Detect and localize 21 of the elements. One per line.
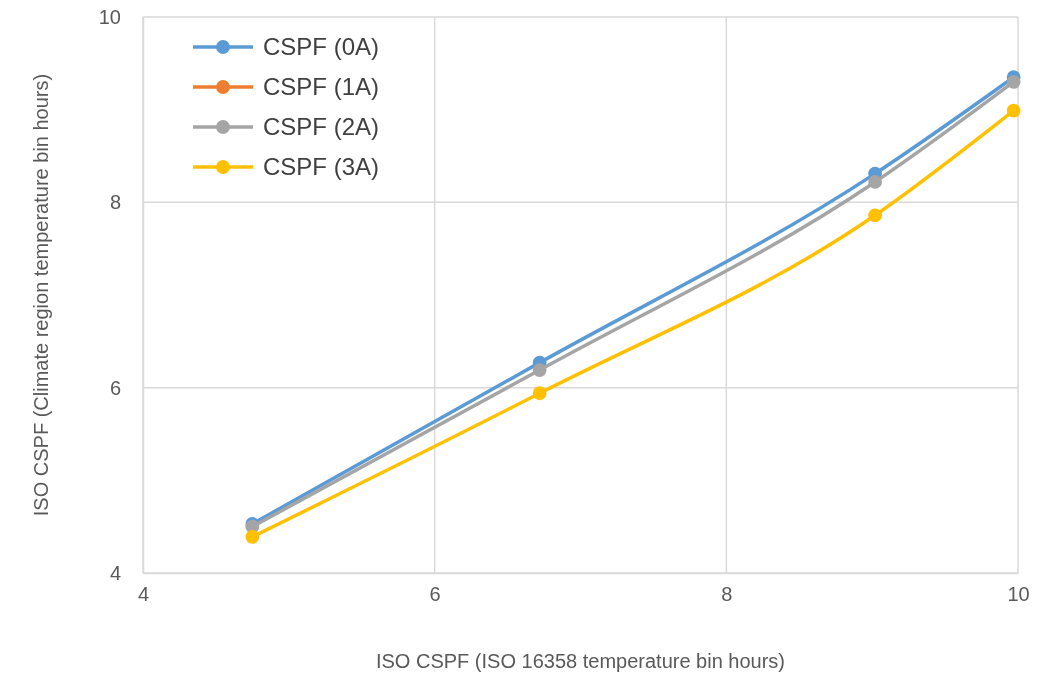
legend-label: CSPF (3A) — [263, 153, 380, 180]
point — [245, 529, 260, 544]
x-tick-label: 6 — [429, 583, 441, 606]
y-tick-label: 6 — [109, 376, 121, 399]
y-tick-label: 4 — [109, 561, 121, 584]
y-tick-label: 10 — [98, 5, 121, 28]
x-tick-label: 4 — [137, 583, 150, 606]
point — [532, 386, 547, 401]
x-tick-label: 10 — [1007, 583, 1030, 606]
x-tick-label: 8 — [721, 583, 733, 606]
legend-label: CSPF (1A) — [263, 73, 380, 100]
y-axis-title: ISO CSPF (Climate region temperature bin hours) — [30, 73, 52, 517]
x-axis-title: ISO CSPF (ISO 16358 temperature bin hours) — [375, 650, 786, 672]
y-tick-label: 8 — [109, 191, 121, 214]
point — [868, 208, 882, 223]
point — [1006, 74, 1021, 89]
legend-label: CSPF (0A) — [263, 33, 380, 60]
legend-label: CSPF (2A) — [263, 113, 380, 140]
point — [1006, 103, 1021, 118]
point — [868, 175, 882, 189]
point — [532, 363, 547, 377]
